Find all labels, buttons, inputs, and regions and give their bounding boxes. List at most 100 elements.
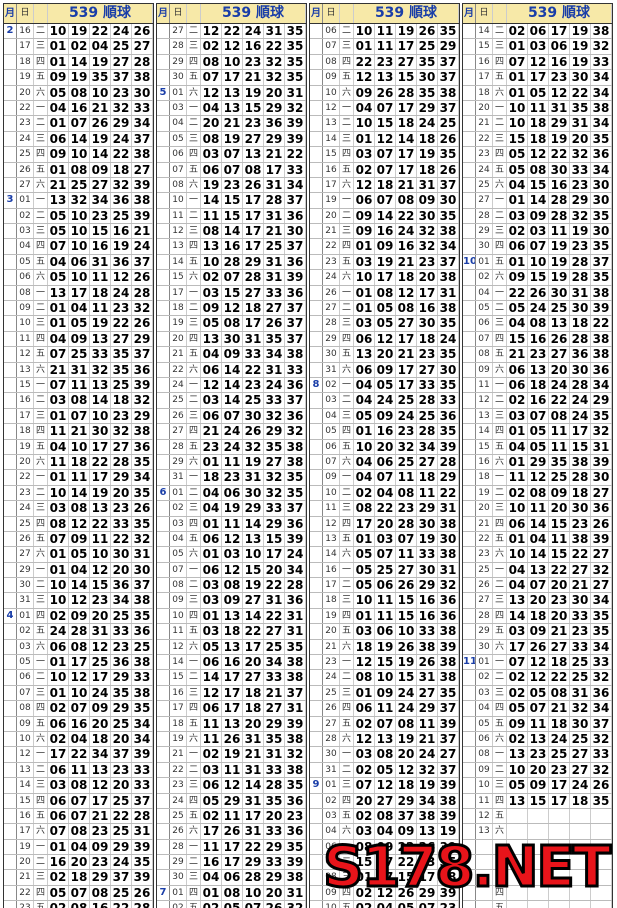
number: 27 xyxy=(243,593,264,608)
day-header: 日 xyxy=(17,4,34,23)
draw-row: 09 二 01 04 11 23 32 xyxy=(4,301,153,317)
number: 17 xyxy=(90,439,111,454)
number: 06 xyxy=(201,701,222,716)
weekday: 四 xyxy=(187,516,201,531)
number: 16 xyxy=(222,239,243,254)
number: 25 xyxy=(570,731,591,747)
number: 08 xyxy=(69,901,90,908)
weekday: 四 xyxy=(187,54,201,70)
weekday: 二 xyxy=(493,578,507,593)
number: 22 xyxy=(285,147,306,162)
number: 33 xyxy=(132,100,153,116)
number: 37 xyxy=(285,393,306,408)
day: 25 xyxy=(476,177,493,193)
draw-row: 18 五 11 13 20 29 39 xyxy=(157,716,306,732)
number: 32 xyxy=(90,362,111,377)
number: 28 xyxy=(132,901,153,908)
day: 27 xyxy=(476,193,493,208)
number: 16 xyxy=(528,393,549,408)
number: 24 xyxy=(222,424,243,439)
draw-row: 26 五 01 08 09 18 27 xyxy=(4,162,153,178)
draw-row: 26 二 04 07 20 21 27 xyxy=(463,578,612,594)
weekday: 五 xyxy=(340,716,354,731)
draw-row: 30 四 06 07 19 23 35 xyxy=(463,239,612,255)
weekday: 二 xyxy=(340,762,354,778)
number: 39 xyxy=(285,270,306,285)
day: 15 xyxy=(476,39,493,54)
number: 32 xyxy=(591,731,612,747)
day: 14 xyxy=(17,778,34,793)
number: 21 xyxy=(549,701,570,716)
number: 04 xyxy=(354,393,375,408)
weekday: 一 xyxy=(34,470,48,485)
number: 04 xyxy=(201,870,222,885)
month xyxy=(4,624,17,639)
number: 26 xyxy=(132,885,153,901)
number: 10 xyxy=(354,24,375,39)
number: 14 xyxy=(69,485,90,501)
number: 13 xyxy=(90,331,111,347)
number: 33 xyxy=(264,670,285,685)
month xyxy=(157,116,170,131)
number: 38 xyxy=(591,100,612,116)
month xyxy=(463,54,476,70)
number xyxy=(528,824,549,839)
weekday: 四 xyxy=(340,516,354,531)
month xyxy=(4,731,17,747)
number: 01 xyxy=(507,70,528,85)
number: 35 xyxy=(591,131,612,147)
number: 10 xyxy=(222,54,243,70)
number: 22 xyxy=(549,562,570,578)
number: 13 xyxy=(528,562,549,578)
day: 22 xyxy=(170,762,187,778)
day: 01 xyxy=(170,85,187,100)
month xyxy=(310,839,323,855)
month xyxy=(157,24,170,39)
draw-row: 22 一 01 11 17 29 34 xyxy=(4,470,153,486)
number: 18 xyxy=(570,485,591,501)
number: 30 xyxy=(438,531,459,547)
number: 06 xyxy=(201,162,222,177)
weekday: 一 xyxy=(493,747,507,762)
number: 21 xyxy=(90,100,111,116)
day: 30 xyxy=(476,639,493,655)
number: 11 xyxy=(90,301,111,316)
weekday: 三 xyxy=(187,501,201,516)
month xyxy=(4,793,17,808)
draw-row: 30 六 17 26 27 33 34 xyxy=(463,639,612,656)
weekday: 六 xyxy=(340,85,354,100)
draw-row: 09 二 10 20 23 27 32 xyxy=(463,762,612,779)
number xyxy=(507,808,528,824)
number: 07 xyxy=(222,270,243,285)
number: 11 xyxy=(201,208,222,224)
number: 07 xyxy=(375,470,396,485)
number: 34 xyxy=(285,177,306,193)
number: 12 xyxy=(375,885,396,901)
day: 20 xyxy=(170,331,187,347)
number: 37 xyxy=(111,870,132,885)
number: 02 xyxy=(48,901,69,908)
number: 29 xyxy=(222,793,243,808)
number: 17 xyxy=(243,316,264,331)
number: 28 xyxy=(264,778,285,793)
weekday: 四 xyxy=(34,608,48,624)
number: 05 xyxy=(222,901,243,908)
day: 16 xyxy=(17,24,34,39)
month xyxy=(310,578,323,593)
number: 39 xyxy=(438,885,459,901)
weekday: 四 xyxy=(34,147,48,162)
month xyxy=(463,870,476,885)
month xyxy=(157,639,170,655)
day: 09 xyxy=(323,470,340,485)
weekday: 四 xyxy=(493,331,507,347)
number: 10 xyxy=(507,116,528,131)
draw-row: 16 三 12 17 18 21 37 xyxy=(157,685,306,702)
month xyxy=(310,408,323,424)
month xyxy=(310,85,323,100)
number: 35 xyxy=(438,208,459,224)
number: 31 xyxy=(417,177,438,193)
day: 04 xyxy=(170,116,187,131)
number: 01 xyxy=(201,608,222,624)
number: 27 xyxy=(243,670,264,685)
month xyxy=(310,793,323,808)
